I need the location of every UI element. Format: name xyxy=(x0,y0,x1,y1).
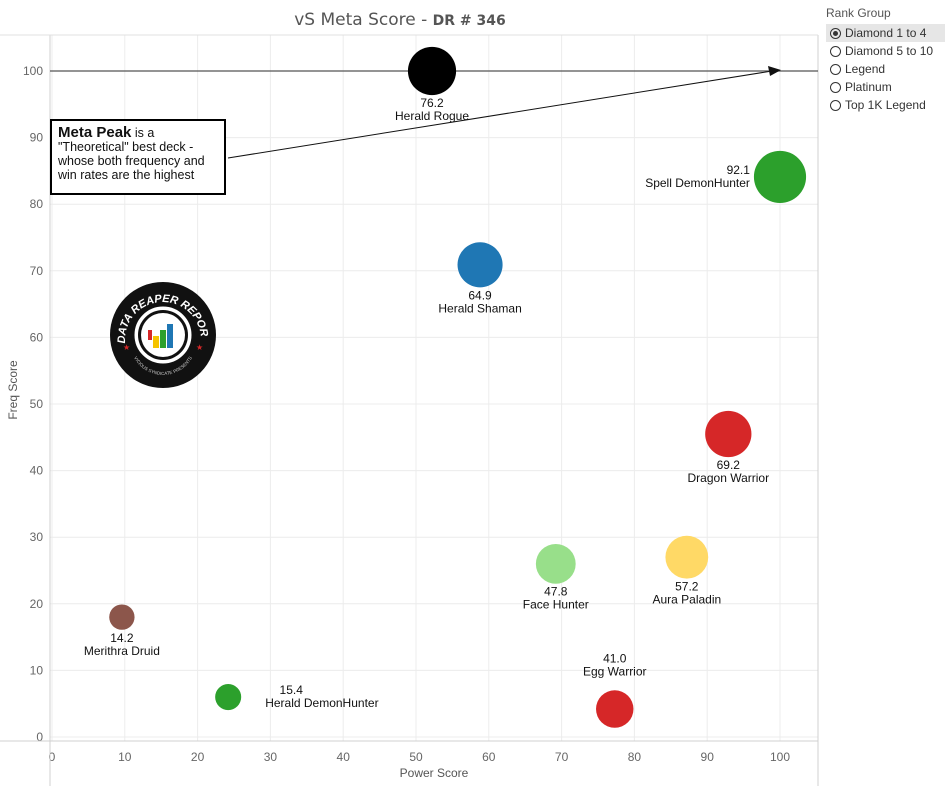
bubble-score: 92.1 xyxy=(727,163,751,177)
bubble-label: Egg Warrior xyxy=(583,664,647,678)
x-tick-label: 60 xyxy=(482,750,496,764)
y-tick-label: 100 xyxy=(23,64,43,78)
radio-icon[interactable] xyxy=(830,27,841,39)
radio-icon[interactable] xyxy=(830,99,841,111)
arrowhead-icon xyxy=(768,66,781,76)
rank-option-diamond-1-to-4[interactable]: Diamond 1 to 4 xyxy=(826,24,945,42)
bubble-label: Herald DemonHunter xyxy=(265,696,378,710)
bubble-score: 64.9 xyxy=(468,288,492,302)
radio-icon[interactable] xyxy=(830,81,841,93)
bubble-herald-demonhunter xyxy=(215,684,242,711)
bubble-herald-rogue xyxy=(407,46,457,96)
rank-option-label: Diamond 1 to 4 xyxy=(845,26,927,40)
bubble-aura-paladin xyxy=(665,535,709,579)
bubble-label: Herald Shaman xyxy=(438,301,521,315)
y-tick-label: 40 xyxy=(30,464,44,478)
rank-option-platinum[interactable]: Platinum xyxy=(826,78,945,96)
rank-option-label: Platinum xyxy=(845,80,892,94)
y-axis-title: Freq Score xyxy=(6,360,20,420)
x-axis-title: Power Score xyxy=(400,766,469,780)
y-tick-label: 70 xyxy=(30,264,44,278)
rank-option-label: Legend xyxy=(845,62,886,76)
y-tick-label: 60 xyxy=(30,330,44,344)
bubble-label: Face Hunter xyxy=(523,598,589,612)
bubble-dragon-warrior xyxy=(705,410,752,458)
x-tick-label: 20 xyxy=(191,750,205,764)
rank-option-top-1k-legend[interactable]: Top 1K Legend xyxy=(826,96,945,114)
x-tick-label: 10 xyxy=(118,750,132,764)
bubble-score: 41.0 xyxy=(603,651,627,665)
x-tick-label: 100 xyxy=(770,750,790,764)
meta-peak-annotation: Meta Peak is a "Theoretical" best deck -… xyxy=(50,119,226,195)
bubble-score: 14.2 xyxy=(110,631,134,645)
bubble-egg-warrior xyxy=(596,690,634,728)
bubble-score: 69.2 xyxy=(717,458,741,472)
bubble-face-hunter xyxy=(535,543,576,584)
rank-group-title: Rank Group xyxy=(826,6,891,20)
bubble-score: 15.4 xyxy=(280,683,304,697)
bubble-score: 76.2 xyxy=(420,96,444,110)
bubble-score: 47.8 xyxy=(544,585,568,599)
y-tick-label: 10 xyxy=(30,663,44,677)
radio-icon[interactable] xyxy=(830,63,841,75)
svg-text:★: ★ xyxy=(123,343,130,352)
rank-option-legend[interactable]: Legend xyxy=(826,60,945,78)
x-tick-label: 80 xyxy=(628,750,642,764)
bubble-label: Aura Paladin xyxy=(652,593,721,607)
rank-option-label: Top 1K Legend xyxy=(845,98,926,112)
x-tick-label: 0 xyxy=(49,750,56,764)
bubble-label: Herald Rogue xyxy=(395,109,469,123)
y-tick-label: 30 xyxy=(30,530,44,544)
rank-option-label: Diamond 5 to 10 xyxy=(845,44,934,58)
x-tick-label: 30 xyxy=(264,750,278,764)
bubble-herald-shaman xyxy=(457,242,503,288)
bubble-label: Spell DemonHunter xyxy=(645,176,750,190)
y-tick-label: 90 xyxy=(30,131,44,145)
y-tick-label: 0 xyxy=(36,730,43,744)
rank-option-diamond-5-to-10[interactable]: Diamond 5 to 10 xyxy=(826,42,945,60)
y-tick-label: 20 xyxy=(30,597,44,611)
bubble-label: Merithra Druid xyxy=(84,644,160,658)
data-reaper-report-logo: DATA REAPER REPORT VICIOUS SYNDICATE PRE… xyxy=(108,280,216,388)
x-tick-label: 70 xyxy=(555,750,569,764)
x-tick-label: 90 xyxy=(701,750,715,764)
y-tick-label: 80 xyxy=(30,197,44,211)
x-tick-label: 50 xyxy=(409,750,423,764)
annotation-arrow xyxy=(227,70,773,159)
svg-text:★: ★ xyxy=(196,343,203,352)
rank-group-filter: Rank Group Diamond 1 to 4 Diamond 5 to 10… xyxy=(826,6,945,114)
bubble-label: Dragon Warrior xyxy=(688,471,770,485)
bubble-spell-demonhunter xyxy=(753,150,807,203)
radio-icon[interactable] xyxy=(830,45,841,57)
y-tick-label: 50 xyxy=(30,397,44,411)
chart-title: vS Meta Score - DR # 346 xyxy=(294,10,506,30)
x-tick-label: 40 xyxy=(337,750,351,764)
bubble-score: 57.2 xyxy=(675,580,699,594)
bubble-merithra-druid xyxy=(109,604,135,630)
